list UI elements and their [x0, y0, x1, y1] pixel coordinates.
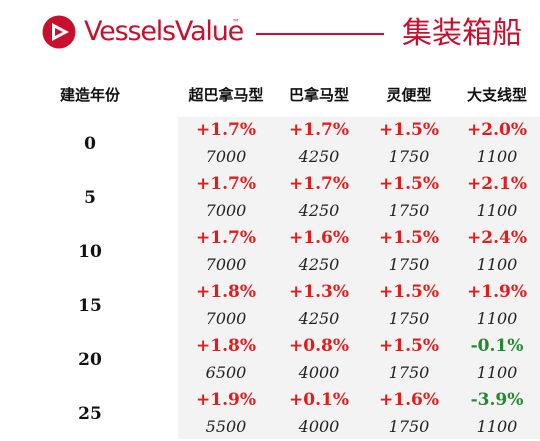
row-age-label: 25 [78, 404, 102, 424]
age-column-header: 建造年份 [59, 86, 120, 104]
value-cell-panamax: 4250 [298, 201, 340, 220]
change-cell-handy: +1.5% [379, 282, 439, 302]
header-divider [256, 33, 384, 35]
change-cell-post-panamax: +1.8% [196, 282, 256, 302]
change-cell-feeder-max: +2.4% [467, 228, 527, 248]
page-title: 集装箱船 [402, 16, 522, 51]
row-age-label: 0 [84, 134, 96, 154]
change-cell-handy: +1.5% [379, 228, 439, 248]
row-age-label: 10 [78, 242, 102, 262]
change-cell-post-panamax: +1.7% [196, 228, 256, 248]
value-cell-post-panamax: 6500 [205, 363, 247, 382]
value-cell-feeder-max: 1100 [476, 147, 518, 166]
value-cell-panamax: 4250 [298, 147, 340, 166]
value-cell-handy: 1750 [388, 363, 430, 382]
value-cell-feeder-max: 1100 [476, 309, 518, 328]
trademark-symbol: ™ [232, 18, 240, 27]
change-cell-post-panamax: +1.7% [196, 174, 256, 194]
value-cell-handy: 1750 [388, 201, 430, 220]
vesselsvalue-logo-icon [42, 15, 76, 49]
value-cell-post-panamax: 7000 [205, 147, 247, 166]
change-cell-handy: +1.5% [379, 120, 439, 140]
value-cell-post-panamax: 7000 [205, 201, 247, 220]
value-cell-panamax: 4250 [298, 255, 340, 274]
value-cell-panamax: 4000 [298, 363, 340, 382]
change-cell-panamax: +0.1% [289, 390, 349, 410]
change-cell-handy: +1.6% [379, 390, 439, 410]
change-cell-feeder-max: -3.9% [470, 390, 524, 410]
row-age-label: 5 [84, 188, 96, 208]
change-cell-handy: +1.5% [379, 336, 439, 356]
value-cell-post-panamax: 7000 [205, 309, 247, 328]
change-cell-panamax: +0.8% [289, 336, 349, 356]
change-cell-feeder-max: +1.9% [467, 282, 527, 302]
value-cell-panamax: 4250 [298, 309, 340, 328]
brand-name: VesselsValue [84, 16, 244, 47]
row-age-label: 15 [78, 296, 102, 316]
change-cell-handy: +1.5% [379, 174, 439, 194]
change-cell-post-panamax: +1.9% [196, 390, 256, 410]
table-body-background [178, 117, 540, 439]
value-cell-handy: 1750 [388, 255, 430, 274]
column-header-feeder-max: 大支线型 [466, 86, 527, 104]
value-cell-feeder-max: 1100 [476, 363, 518, 382]
value-cell-post-panamax: 7000 [205, 255, 247, 274]
change-cell-feeder-max: -0.1% [470, 336, 524, 356]
value-cell-handy: 1750 [388, 417, 430, 436]
change-cell-post-panamax: +1.8% [196, 336, 256, 356]
column-header-handy: 灵便型 [386, 86, 432, 104]
value-cell-handy: 1750 [388, 147, 430, 166]
change-cell-panamax: +1.3% [289, 282, 349, 302]
change-cell-post-panamax: +1.7% [196, 120, 256, 140]
change-cell-feeder-max: +2.0% [467, 120, 527, 140]
change-cell-feeder-max: +2.1% [467, 174, 527, 194]
value-cell-post-panamax: 5500 [205, 417, 247, 436]
row-age-label: 20 [78, 350, 102, 370]
change-cell-panamax: +1.7% [289, 174, 349, 194]
column-header-panamax: 巴拿马型 [288, 86, 349, 104]
value-cell-feeder-max: 1100 [476, 255, 518, 274]
change-cell-panamax: +1.7% [289, 120, 349, 140]
header: VesselsValue ™ 集装箱船 [0, 0, 540, 70]
value-cell-feeder-max: 1100 [476, 201, 518, 220]
column-header-post-panamax: 超巴拿马型 [188, 86, 264, 104]
change-cell-panamax: +1.6% [289, 228, 349, 248]
value-cell-handy: 1750 [388, 309, 430, 328]
value-cell-feeder-max: 1100 [476, 417, 518, 436]
value-cell-panamax: 4000 [298, 417, 340, 436]
